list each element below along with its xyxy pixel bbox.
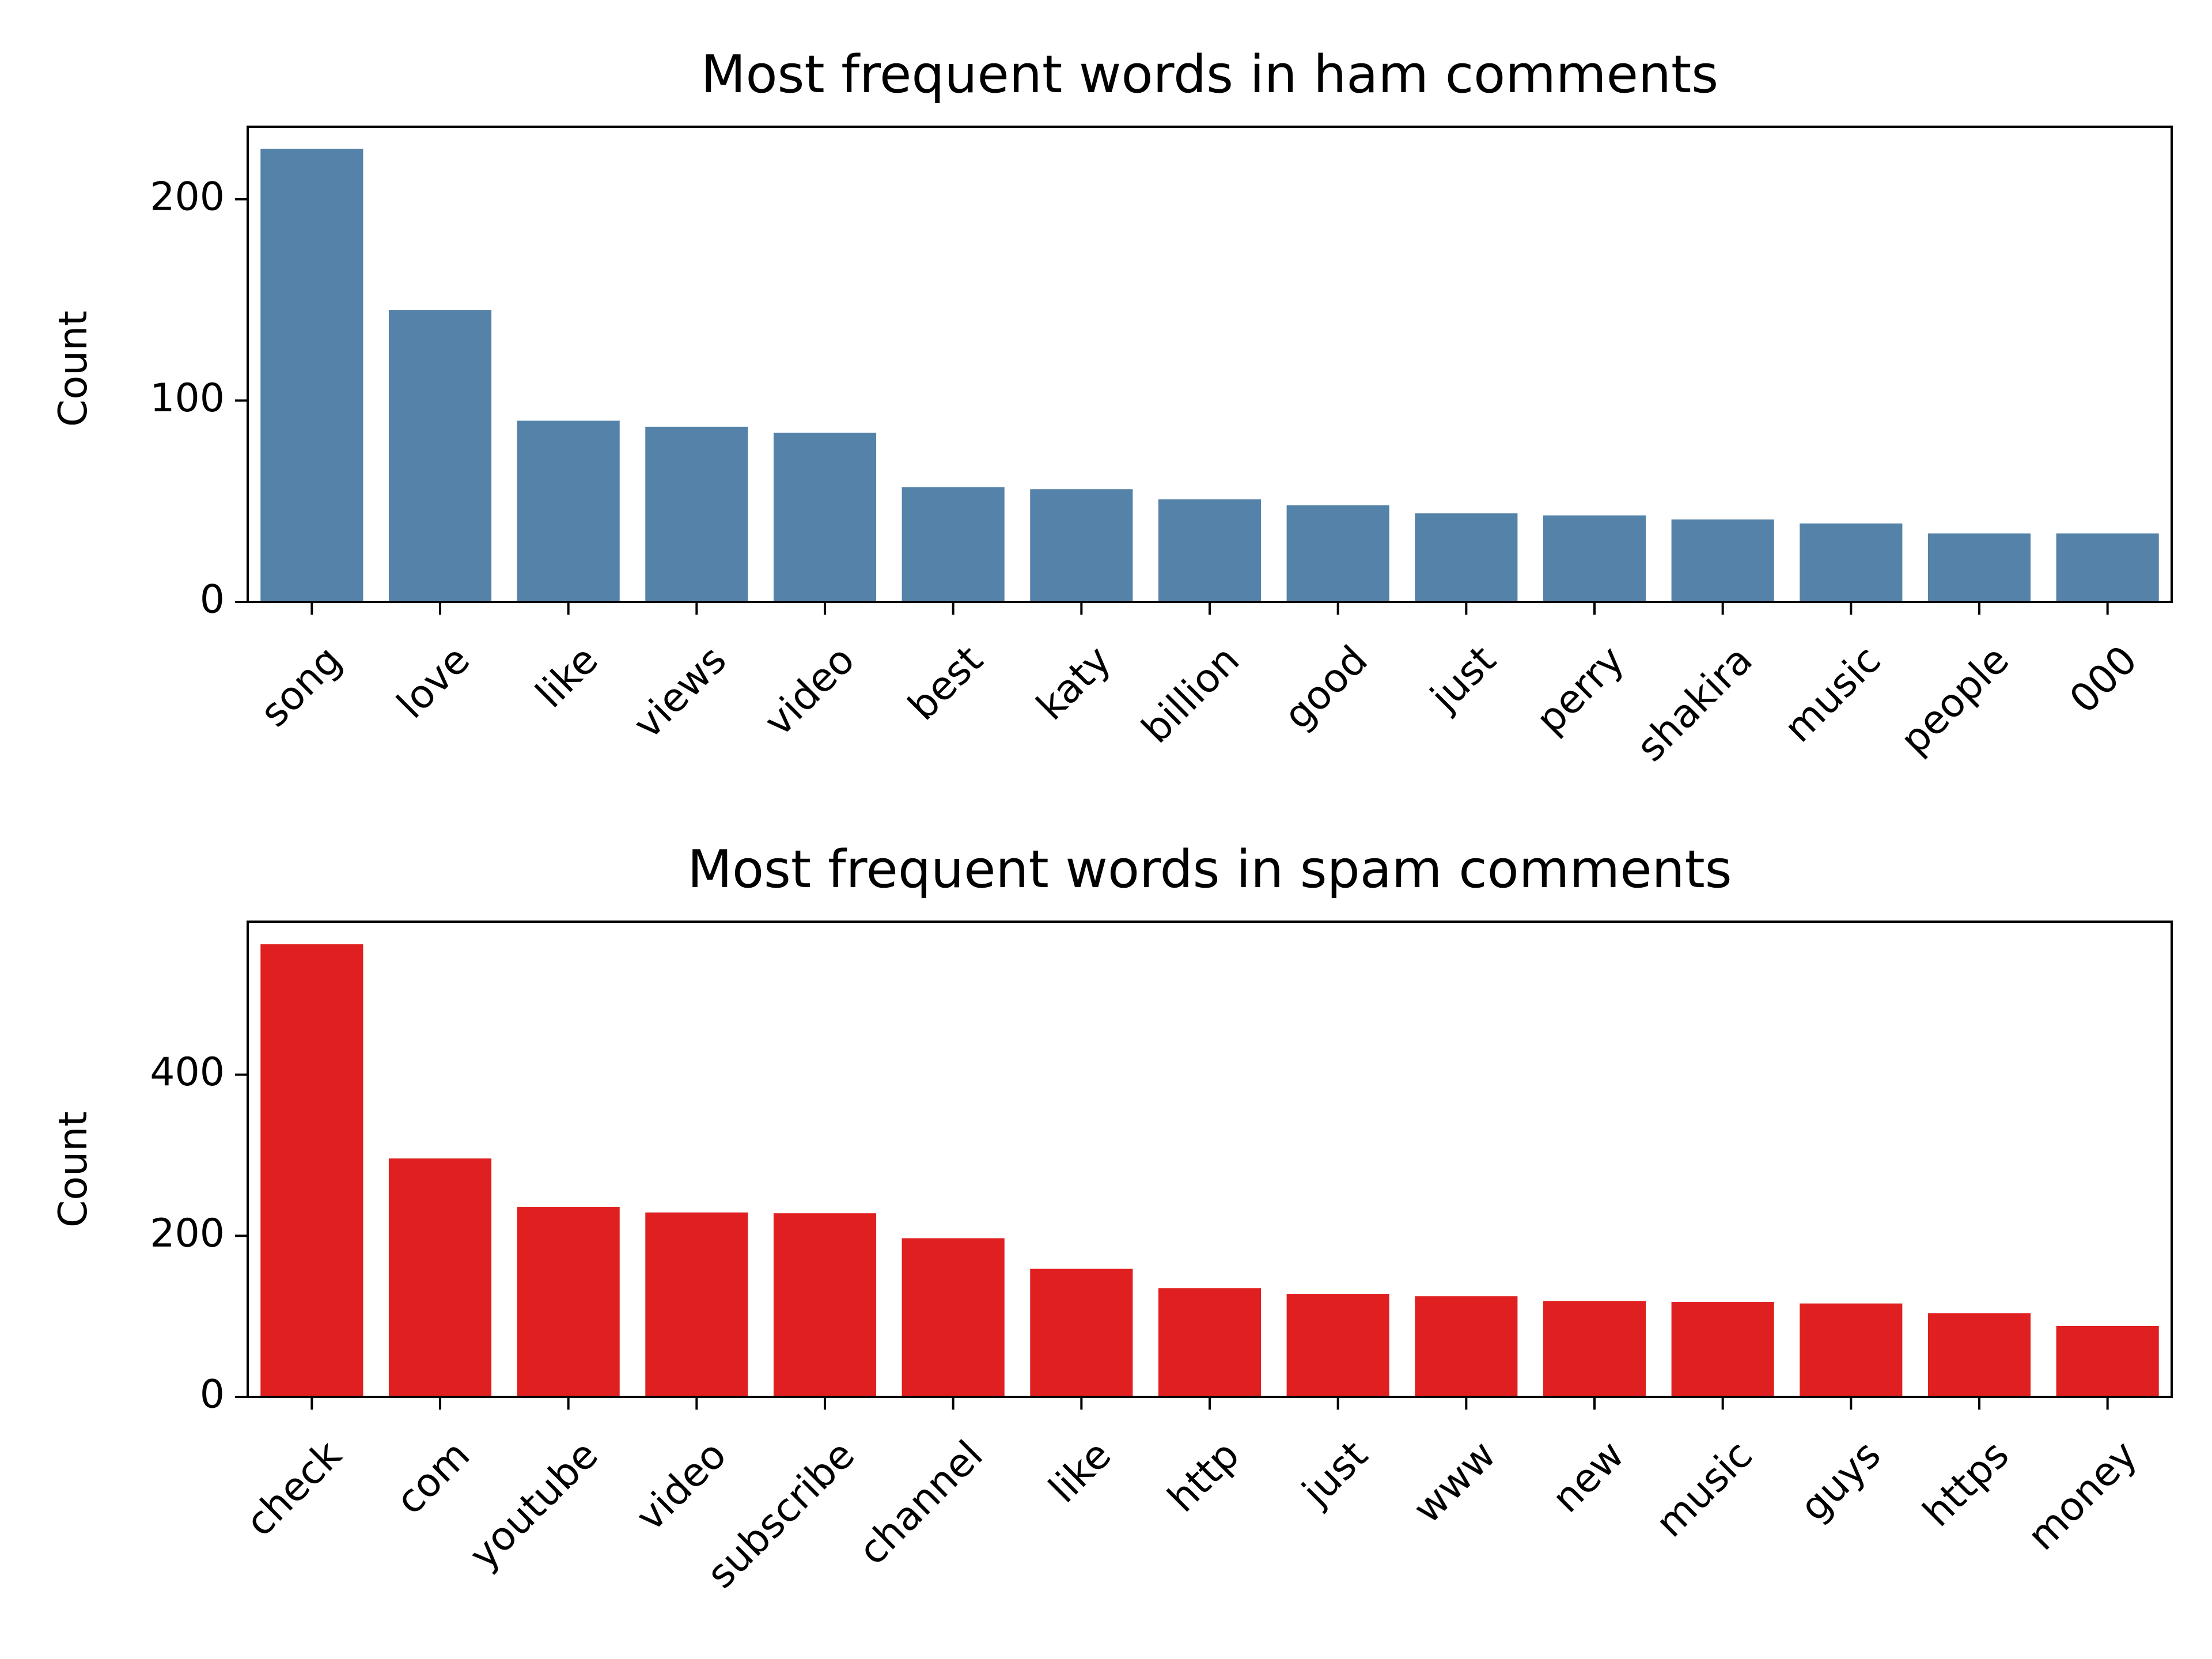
- ham-bar-people: [1927, 533, 2031, 602]
- ham-bar-video: [773, 433, 877, 602]
- spam-bar-https: [1927, 1313, 2031, 1397]
- ham-y-ticks: 0 100 200: [150, 174, 248, 623]
- ham-plot-frame: [247, 126, 2173, 603]
- ham-bar-views: [645, 426, 748, 602]
- spam-bar-new: [1543, 1301, 1646, 1397]
- ham-bar-best: [902, 487, 1005, 602]
- ham-bar-good: [1286, 505, 1389, 602]
- ham-y-tick-label: 0: [200, 577, 225, 623]
- spam-y-tick-label: 200: [150, 1211, 225, 1256]
- spam-chart-title: Most frequent words in spam comments: [687, 839, 1732, 900]
- ham-bar-billion: [1158, 499, 1262, 602]
- ham-bar-music: [1800, 523, 1903, 602]
- ham-bar-perry: [1543, 515, 1646, 602]
- ham-y-tick-label: 100: [150, 376, 225, 421]
- spam-bar-check: [260, 944, 363, 1397]
- spam-bar-money: [2056, 1325, 2159, 1397]
- ham-bar-song: [260, 149, 363, 603]
- ham-bar-katy: [1030, 489, 1133, 602]
- spam-bar-youtube: [517, 1207, 620, 1397]
- spam-bar-just: [1286, 1294, 1389, 1397]
- spam-bar-music: [1671, 1302, 1774, 1397]
- spam-plot-frame: [247, 921, 2173, 1398]
- ham-y-axis-label: Count: [51, 310, 96, 427]
- ham-bar-love: [388, 310, 492, 602]
- spam-bar-com: [388, 1158, 492, 1397]
- spam-bar-www: [1415, 1296, 1518, 1397]
- ham-bars: [260, 149, 2159, 603]
- spam-bar-guys: [1800, 1303, 1903, 1397]
- spam-bars: [260, 944, 2159, 1397]
- spam-bar-channel: [902, 1238, 1005, 1397]
- ham-y-tick-label: 200: [150, 174, 225, 219]
- ham-bar-like: [517, 421, 620, 602]
- spam-bar-video: [645, 1212, 748, 1397]
- spam-bar-like: [1030, 1268, 1133, 1397]
- spam-y-ticks: 0 200 400: [150, 1050, 248, 1418]
- spam-bar-http: [1158, 1288, 1262, 1397]
- spam-y-tick-label: 400: [150, 1050, 225, 1095]
- spam-bar-subscribe: [773, 1213, 877, 1397]
- ham-bar-shakira: [1671, 519, 1774, 602]
- ham-bar-000: [2056, 533, 2159, 602]
- ham-chart-title: Most frequent words in ham comments: [701, 44, 1718, 105]
- ham-bar-just: [1415, 513, 1518, 602]
- spam-y-axis-label: Count: [51, 1111, 96, 1228]
- spam-y-tick-label: 0: [200, 1372, 225, 1418]
